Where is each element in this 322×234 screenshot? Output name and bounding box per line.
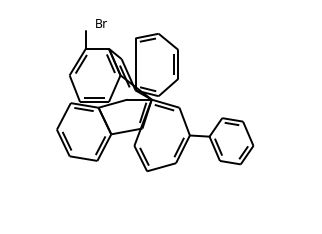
Text: Br: Br [95,18,108,31]
